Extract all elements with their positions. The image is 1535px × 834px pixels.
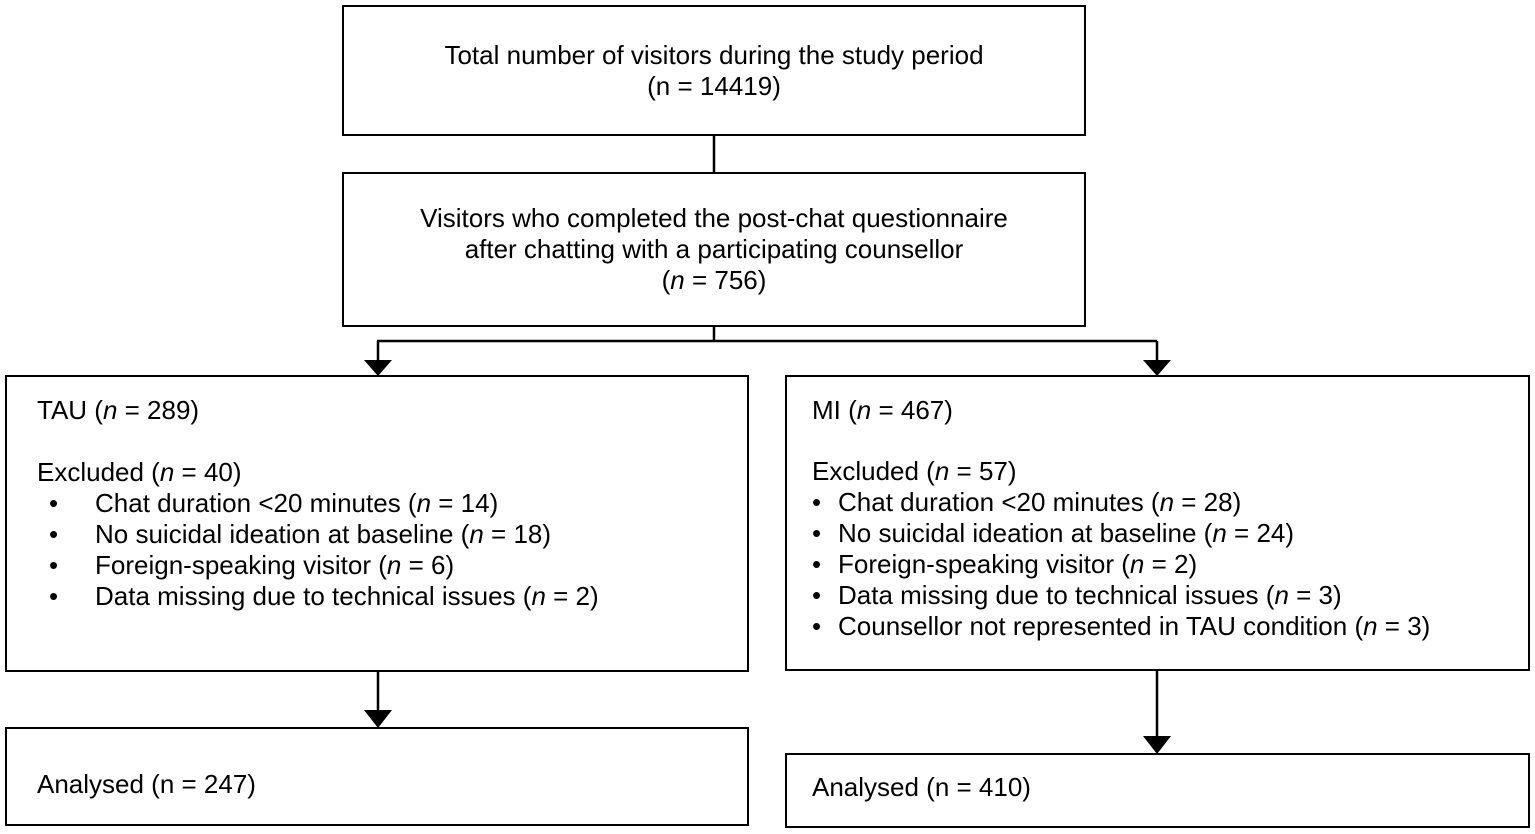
total-line2: (n = 14419) xyxy=(647,70,781,101)
total-line1: Total number of visitors during the stud… xyxy=(444,39,984,70)
mi-exclusion-reason: • Chat duration <20 minutes (n = 28) xyxy=(812,487,1242,517)
bullet: • xyxy=(49,550,59,580)
completed-line1: Visitors who completed the post-chat que… xyxy=(420,203,1008,233)
tau-analysed-box: Analysed (n = 247) xyxy=(5,727,749,826)
bullet: • xyxy=(812,611,822,641)
mi-exclusion-reason: • Foreign-speaking visitor (n = 2) xyxy=(812,549,1198,579)
bullet: • xyxy=(812,487,822,517)
mi-excluded: Excluded (n = 57) xyxy=(812,456,1017,486)
completed-line2: after chatting with a participating coun… xyxy=(464,234,964,264)
tau-analysed: Analysed (n = 247) xyxy=(37,769,256,799)
completed-questionnaire-box: Visitors who completed the post-chat que… xyxy=(342,172,1086,327)
mi-box: MI (n = 467) Excluded (n = 57) • Chat dur… xyxy=(785,375,1530,671)
bullet: • xyxy=(812,518,822,548)
tau-box: TAU (n = 289) Excluded (n = 40) • Chat du… xyxy=(5,375,749,672)
mi-exclusion-reason: • Data missing due to technical issues (n… xyxy=(812,580,1342,610)
completed-n: (n = 756) xyxy=(661,265,767,295)
tau-exclusion-reason: • Data missing due to technical issues (n… xyxy=(49,581,599,611)
arrowhead-tau-analysed xyxy=(364,710,392,728)
arrowhead-mi-analysed xyxy=(1143,736,1171,754)
tau-excluded: Excluded (n = 40) xyxy=(37,457,242,487)
tau-exclusion-reason: • Foreign-speaking visitor (n = 6) xyxy=(49,550,455,580)
bullet: • xyxy=(49,581,59,611)
mi-exclusion-reason: • Counsellor not represented in TAU condi… xyxy=(812,611,1431,641)
tau-exclusion-reason: • No suicidal ideation at baseline (n = 1… xyxy=(49,519,552,549)
bullet: • xyxy=(49,488,59,518)
total-visitors-box: Total number of visitors during the stud… xyxy=(342,5,1086,136)
tau-title: TAU (n = 289) xyxy=(37,395,200,425)
mi-title: MI (n = 467) xyxy=(812,395,953,425)
tau-exclusion-reason: • Chat duration <20 minutes (n = 14) xyxy=(49,488,499,518)
mi-analysed: Analysed (n = 410) xyxy=(812,772,1031,802)
arrowhead-tau xyxy=(364,360,392,376)
mi-analysed-box: Analysed (n = 410) xyxy=(785,753,1530,828)
bullet: • xyxy=(49,519,59,549)
bullet: • xyxy=(812,549,822,579)
mi-exclusion-reason: • No suicidal ideation at baseline (n = 2… xyxy=(812,518,1295,548)
arrowhead-mi xyxy=(1143,360,1171,376)
bullet: • xyxy=(812,580,822,610)
